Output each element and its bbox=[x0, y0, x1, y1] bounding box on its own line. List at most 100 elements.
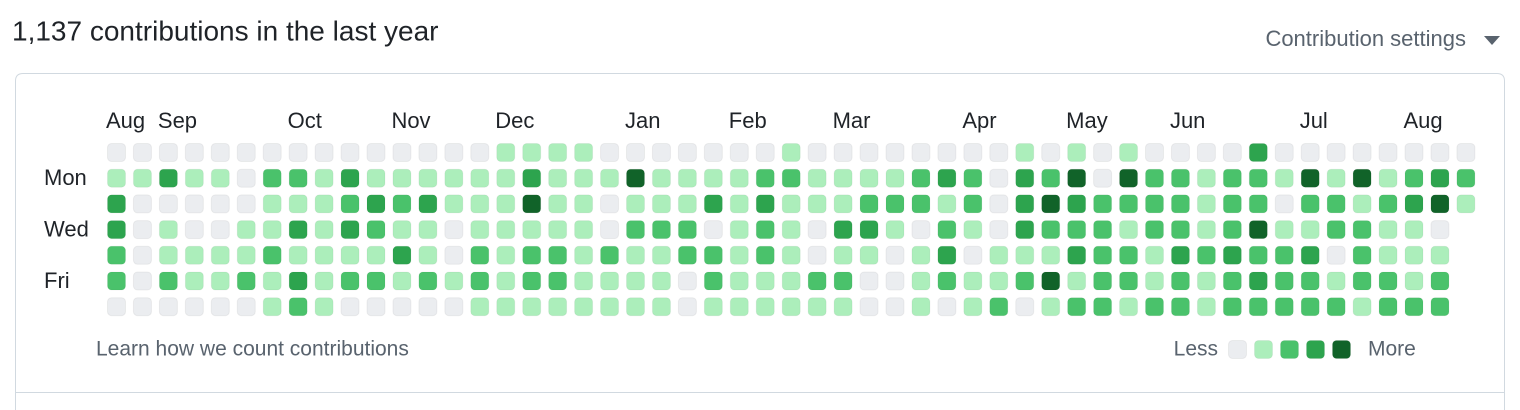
day-cell bbox=[288, 271, 308, 291]
dropdown-caret[interactable] bbox=[1484, 36, 1500, 45]
settings-button[interactable]: Contribution settings bbox=[1265, 26, 1466, 51]
day-label: Mon bbox=[44, 165, 87, 190]
learn-link[interactable]: Learn how we count contributions bbox=[96, 338, 409, 361]
day-cell bbox=[729, 220, 749, 240]
day-cell bbox=[1300, 143, 1320, 162]
day-cell bbox=[651, 168, 671, 188]
day-cell bbox=[1430, 143, 1450, 162]
day-cell bbox=[236, 194, 256, 214]
day-cell bbox=[833, 220, 853, 240]
day-cell bbox=[262, 297, 282, 317]
day-cell bbox=[807, 168, 827, 188]
day-cell bbox=[1378, 245, 1398, 265]
day-cell bbox=[1326, 168, 1346, 188]
day-cell bbox=[107, 297, 126, 317]
day-cell bbox=[1093, 271, 1113, 291]
day-cell bbox=[574, 297, 594, 317]
day-cell bbox=[340, 297, 360, 317]
day-cell bbox=[470, 194, 490, 214]
day-cell bbox=[574, 168, 594, 188]
day-cell bbox=[859, 271, 879, 291]
day-cell bbox=[392, 271, 412, 291]
day-cell bbox=[1248, 220, 1268, 240]
day-cell bbox=[132, 271, 152, 291]
day-cell bbox=[807, 220, 827, 240]
day-cell bbox=[1222, 143, 1242, 162]
day-cell bbox=[1326, 297, 1346, 317]
day-cell bbox=[989, 297, 1009, 317]
day-cell bbox=[1430, 194, 1450, 214]
day-cell bbox=[677, 245, 697, 265]
day-cell bbox=[444, 245, 464, 265]
day-cell bbox=[1067, 245, 1087, 265]
day-cell bbox=[1145, 297, 1164, 317]
day-cell bbox=[859, 297, 879, 317]
day-cell bbox=[963, 220, 983, 240]
day-cell bbox=[703, 271, 723, 291]
day-cell bbox=[522, 245, 542, 265]
day-cell bbox=[833, 297, 853, 317]
day-cell bbox=[470, 143, 490, 162]
day-cell bbox=[1352, 143, 1372, 162]
month-label: Jun bbox=[1170, 108, 1205, 133]
day-cell bbox=[833, 245, 853, 265]
legend-less: Less bbox=[1174, 338, 1218, 361]
day-cell bbox=[236, 168, 256, 188]
day-cell bbox=[937, 271, 957, 291]
day-cell bbox=[626, 271, 645, 291]
day-cell bbox=[392, 168, 412, 188]
day-cell bbox=[1378, 194, 1398, 214]
day-cell bbox=[496, 245, 516, 265]
day-cell bbox=[1196, 245, 1216, 265]
day-cell bbox=[470, 245, 490, 265]
day-cell bbox=[158, 297, 178, 317]
day-cell bbox=[236, 271, 256, 291]
day-cell bbox=[1300, 168, 1320, 188]
day-cell bbox=[288, 194, 308, 214]
day-cell bbox=[158, 168, 178, 188]
day-cell bbox=[496, 271, 516, 291]
day-cell bbox=[574, 194, 594, 214]
day-cell bbox=[107, 245, 126, 265]
month-label: Feb bbox=[729, 108, 767, 133]
day-cell bbox=[885, 194, 905, 214]
day-cell bbox=[366, 245, 386, 265]
day-cell bbox=[496, 168, 516, 188]
day-cell bbox=[262, 245, 282, 265]
day-cell bbox=[833, 194, 853, 214]
day-cell bbox=[418, 297, 438, 317]
day-cell bbox=[911, 220, 931, 240]
day-cell bbox=[1041, 168, 1061, 188]
day-cell bbox=[989, 168, 1009, 188]
day-cell bbox=[937, 194, 957, 214]
day-cell bbox=[210, 194, 230, 214]
day-cell bbox=[236, 297, 256, 317]
day-cell bbox=[1352, 194, 1372, 214]
day-cell bbox=[184, 297, 204, 317]
day-cell bbox=[444, 271, 464, 291]
month-label: Sep bbox=[158, 108, 197, 133]
day-cell bbox=[418, 168, 438, 188]
day-cell bbox=[1093, 297, 1113, 317]
day-cell bbox=[366, 168, 386, 188]
day-cell bbox=[885, 168, 905, 188]
day-cell bbox=[781, 245, 801, 265]
day-cell bbox=[574, 143, 594, 162]
day-cell bbox=[1352, 245, 1372, 265]
day-cell bbox=[885, 143, 905, 162]
day-cell bbox=[288, 220, 308, 240]
day-cell bbox=[859, 220, 879, 240]
day-cell bbox=[1119, 245, 1139, 265]
day-cell bbox=[807, 194, 827, 214]
day-cell bbox=[210, 271, 230, 291]
legend-more: More bbox=[1368, 338, 1416, 361]
day-cell bbox=[1170, 143, 1190, 162]
day-cell bbox=[522, 168, 542, 188]
day-cell bbox=[600, 245, 620, 265]
day-cell bbox=[833, 143, 853, 162]
day-cell bbox=[1196, 220, 1216, 240]
day-cell bbox=[859, 194, 879, 214]
day-cell bbox=[626, 168, 645, 188]
day-cell bbox=[911, 168, 931, 188]
day-cell bbox=[755, 168, 775, 188]
